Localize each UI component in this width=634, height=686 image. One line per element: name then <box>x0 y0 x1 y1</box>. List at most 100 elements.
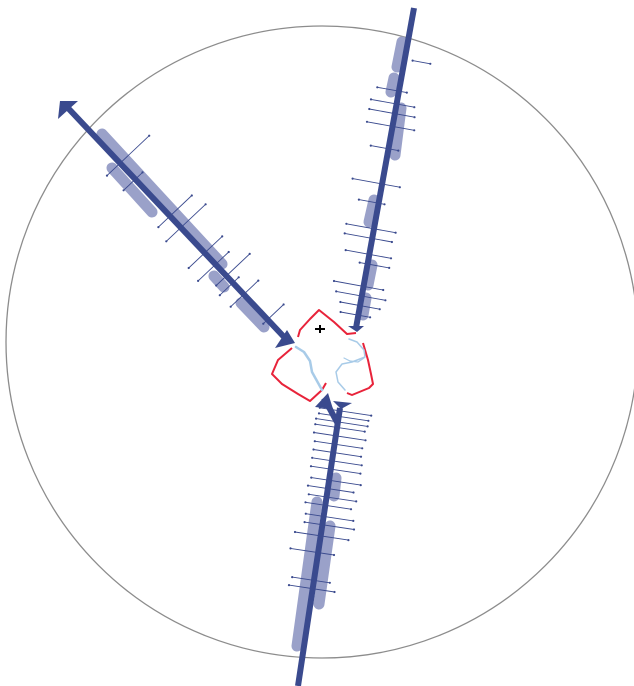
s-tick <box>313 432 366 441</box>
corridor-s-line <box>295 407 343 686</box>
nw-tick-end <box>257 279 260 282</box>
plus-icon <box>315 325 325 333</box>
nw-tick-end <box>215 284 218 287</box>
nw-tick-end <box>218 294 221 297</box>
s-tick-end <box>309 465 313 468</box>
ne-tick <box>359 262 390 269</box>
band-s-2 <box>291 496 323 652</box>
s-tick-end <box>367 419 370 422</box>
ne-tick-end <box>397 149 400 152</box>
ne-tick <box>412 60 431 65</box>
s-tick-end <box>328 581 331 584</box>
ne-tick-end <box>384 299 387 302</box>
nw-tick-end <box>122 189 125 192</box>
ne-tick-end <box>368 107 371 111</box>
ne-tick-end <box>351 177 354 180</box>
river <box>294 338 366 392</box>
nw-tick <box>123 172 143 191</box>
s-tick <box>308 493 357 502</box>
s-tick-end <box>359 484 362 487</box>
s-tick-end <box>315 417 318 420</box>
s-tick-end <box>289 547 292 550</box>
s-tick-end <box>304 512 307 515</box>
s-tick-end <box>310 476 313 479</box>
ne-tick <box>370 98 415 108</box>
nw-tick-end <box>165 240 168 243</box>
ne-tick-end <box>390 240 393 244</box>
ne-tick-end <box>382 288 385 292</box>
corridor-ne-line <box>353 7 417 329</box>
nw-tick-end <box>187 266 190 270</box>
s-tick-end <box>349 508 353 511</box>
ne-tick-end <box>344 249 347 252</box>
ne-tick-end <box>389 257 393 260</box>
s-tick-end <box>360 464 363 467</box>
outer-ring <box>5 25 634 659</box>
s-tick <box>311 477 361 486</box>
s-tick <box>313 449 362 458</box>
ne-tick-end <box>369 144 372 147</box>
nw-tick <box>165 203 206 242</box>
nw-tick-end <box>141 171 144 174</box>
ne-tick-end <box>378 308 381 311</box>
river-main <box>294 345 324 392</box>
corridor-lines <box>65 7 417 686</box>
arrow-head-inward-icon <box>315 393 333 409</box>
ne-tick-end <box>376 86 379 89</box>
s-tick-end <box>363 430 366 433</box>
s-tick-end <box>347 539 350 542</box>
nw-tick-end <box>262 322 265 325</box>
band-nw-1 <box>96 128 228 270</box>
s-tick <box>304 521 355 530</box>
s-tick <box>305 513 354 522</box>
nw-tick <box>219 276 240 296</box>
ne-tick-end <box>413 116 416 119</box>
ne-tick-end <box>398 186 401 189</box>
s-tick <box>290 547 335 556</box>
ne-tick-end <box>413 106 416 109</box>
ne-tick-end <box>388 266 391 269</box>
boundary-segment-west <box>271 347 327 402</box>
nw-tick-end <box>227 250 230 254</box>
nw-tick-end <box>282 303 285 306</box>
nw-tick-end <box>229 305 232 308</box>
s-tick-end <box>361 447 364 450</box>
boundary-segment-north <box>297 309 357 338</box>
ne-tick <box>344 232 392 243</box>
arrow-head-icon <box>58 101 78 119</box>
ne-tick-end <box>411 59 414 62</box>
band-ne-5 <box>362 259 378 291</box>
nw-tick-end <box>204 203 207 206</box>
nw-tick-end <box>237 276 240 279</box>
s-tick-end <box>287 584 291 587</box>
ne-tick-end <box>345 222 348 225</box>
band-nw-2 <box>106 162 158 218</box>
nw-tick-end <box>221 235 224 238</box>
ne-tick-end <box>358 261 361 264</box>
city-boundary <box>271 309 374 402</box>
nw-tick <box>215 253 251 286</box>
ne-tick-end <box>335 290 338 293</box>
s-tick-end <box>312 448 315 451</box>
ne-tick-end <box>413 129 416 132</box>
s-tick <box>316 418 368 427</box>
ne-tick-end <box>343 232 346 235</box>
ne-tick-end <box>429 62 432 65</box>
s-tick-end <box>293 530 297 534</box>
corridor-nw-line <box>65 105 288 341</box>
nw-tick-end <box>197 279 200 282</box>
s-tick-end <box>332 553 336 557</box>
s-tick-end <box>304 501 307 504</box>
ne-tick <box>340 311 371 318</box>
river-branch-inner <box>343 357 365 363</box>
s-tick-end <box>313 440 316 443</box>
corridor-bands <box>96 36 408 652</box>
band-s-3 <box>313 520 336 610</box>
arrow-heads <box>58 101 364 409</box>
s-tick-end <box>314 423 317 426</box>
s-tick-end <box>311 456 314 459</box>
ne-tick-end <box>339 300 342 304</box>
ne-tick-end <box>332 279 336 283</box>
